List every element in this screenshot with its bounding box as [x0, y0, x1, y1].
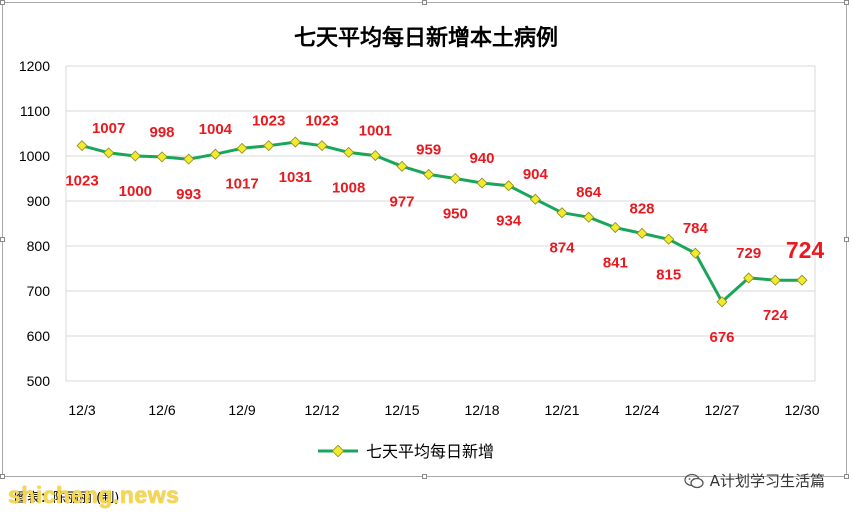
data-label: 950 — [443, 206, 468, 223]
data-label: 1023 — [305, 113, 338, 130]
data-point-marker — [716, 296, 728, 308]
resize-handle-top-left[interactable] — [0, 0, 5, 5]
data-point-marker — [183, 153, 195, 165]
data-label-latest: 724 — [786, 237, 825, 263]
data-label: 828 — [629, 200, 654, 217]
resize-handle-bottom[interactable] — [422, 474, 427, 479]
data-point-marker — [663, 233, 675, 245]
series-layer — [76, 136, 808, 308]
x-tick-label: 12/12 — [304, 402, 339, 418]
data-label: 815 — [656, 266, 681, 283]
y-tick-label: 800 — [27, 238, 51, 254]
data-label: 1000 — [119, 183, 152, 200]
data-label: 1031 — [279, 169, 312, 186]
data-point-marker — [583, 211, 595, 223]
data-label: 904 — [523, 166, 549, 183]
data-labels: 1023 1007 1000 998 993 1004 1017 1023 1031 1023 10… — [65, 113, 824, 346]
data-point-marker — [609, 222, 621, 234]
data-point-marker — [396, 160, 408, 172]
x-tick-label: 12/18 — [464, 402, 499, 418]
data-label: 977 — [389, 193, 414, 210]
legend: 七天平均每日新增 — [318, 442, 494, 461]
data-point-marker — [369, 150, 381, 162]
y-tick-label: 900 — [27, 193, 51, 209]
resize-handle-top[interactable] — [422, 0, 427, 5]
data-point-marker — [236, 142, 248, 154]
data-point-marker — [263, 140, 275, 152]
data-label: 959 — [416, 141, 441, 158]
wechat-account-name: A计划学习生活篇 — [709, 472, 825, 490]
wechat-icon — [684, 473, 704, 489]
data-point-marker — [636, 227, 648, 239]
data-label: 784 — [683, 220, 709, 237]
data-point-marker — [156, 151, 168, 163]
watermark-text: shicheng.news — [8, 482, 180, 508]
y-tick-label: 1100 — [20, 103, 50, 119]
series-line — [81, 140, 802, 304]
data-label: 1004 — [199, 121, 233, 138]
y-tick-label: 700 — [27, 283, 51, 299]
data-label: 864 — [576, 184, 602, 201]
y-axis: 500 600 700 800 900 1000 1100 1200 — [19, 58, 50, 389]
data-label: 729 — [736, 245, 761, 262]
chart-caption: 图表：陈丽丽 (制) — [14, 491, 120, 506]
data-label: 1007 — [92, 120, 125, 137]
line-chart: 七天平均每日新增本土病例 500 600 700 800 900 1000 1100 1200… — [19, 25, 825, 461]
data-label: 1023 — [252, 113, 285, 130]
data-point-marker — [449, 172, 461, 185]
data-label: 1023 — [65, 173, 98, 190]
legend-marker-swatch — [331, 444, 345, 458]
data-label: 1017 — [225, 175, 258, 192]
data-point-marker — [129, 150, 141, 162]
data-label: 841 — [603, 255, 628, 272]
y-tick-label: 1200 — [19, 58, 50, 74]
x-tick-label: 12/24 — [624, 402, 659, 418]
y-tick-label: 600 — [27, 328, 51, 344]
wechat-account-badge: A计划学习生活篇 — [684, 470, 825, 491]
x-tick-label: 12/9 — [228, 402, 255, 418]
data-label: 724 — [763, 307, 789, 324]
data-label: 993 — [176, 186, 201, 203]
resize-handle-bottom-right[interactable] — [844, 474, 849, 479]
legend-entry-label: 七天平均每日新增 — [366, 442, 494, 461]
resize-handle-top-right[interactable] — [844, 0, 849, 5]
data-point-marker — [689, 247, 701, 259]
data-point-marker — [76, 140, 88, 152]
data-label: 940 — [469, 150, 494, 167]
gridlines — [65, 65, 816, 382]
x-tick-label: 12/21 — [544, 402, 579, 418]
data-point-marker — [476, 177, 488, 189]
resize-handle-bottom-left[interactable] — [0, 474, 5, 479]
x-tick-label: 12/15 — [384, 402, 419, 418]
chart-title: 七天平均每日新增本土病例 — [294, 25, 558, 51]
data-point-marker — [796, 274, 808, 286]
y-tick-label: 1000 — [19, 148, 50, 164]
data-label: 874 — [549, 240, 575, 257]
data-point-marker — [423, 168, 435, 180]
data-point-marker — [769, 274, 781, 286]
data-label: 676 — [709, 329, 734, 346]
data-point-marker — [209, 148, 221, 160]
data-point-marker — [343, 146, 355, 158]
data-label: 998 — [149, 124, 174, 141]
data-label: 1008 — [332, 179, 365, 196]
data-point-marker — [556, 207, 568, 219]
x-tick-label: 12/27 — [704, 402, 739, 418]
x-tick-label: 12/3 — [68, 402, 95, 418]
x-axis: 12/3 12/6 12/9 12/12 12/15 12/18 12/21 12/24 12/… — [68, 402, 819, 418]
data-point-marker — [503, 180, 515, 192]
resize-handle-right[interactable] — [844, 237, 849, 242]
data-point-marker — [103, 147, 115, 159]
data-point-marker — [743, 272, 755, 284]
resize-handle-left[interactable] — [0, 237, 5, 242]
data-label: 934 — [496, 213, 522, 230]
y-tick-label: 500 — [27, 373, 51, 389]
x-tick-label: 12/30 — [784, 402, 819, 418]
x-tick-label: 12/6 — [148, 402, 175, 418]
data-point-marker — [316, 140, 328, 152]
data-label: 1001 — [359, 123, 392, 140]
data-point-marker — [289, 136, 301, 148]
data-point-marker — [529, 193, 541, 205]
